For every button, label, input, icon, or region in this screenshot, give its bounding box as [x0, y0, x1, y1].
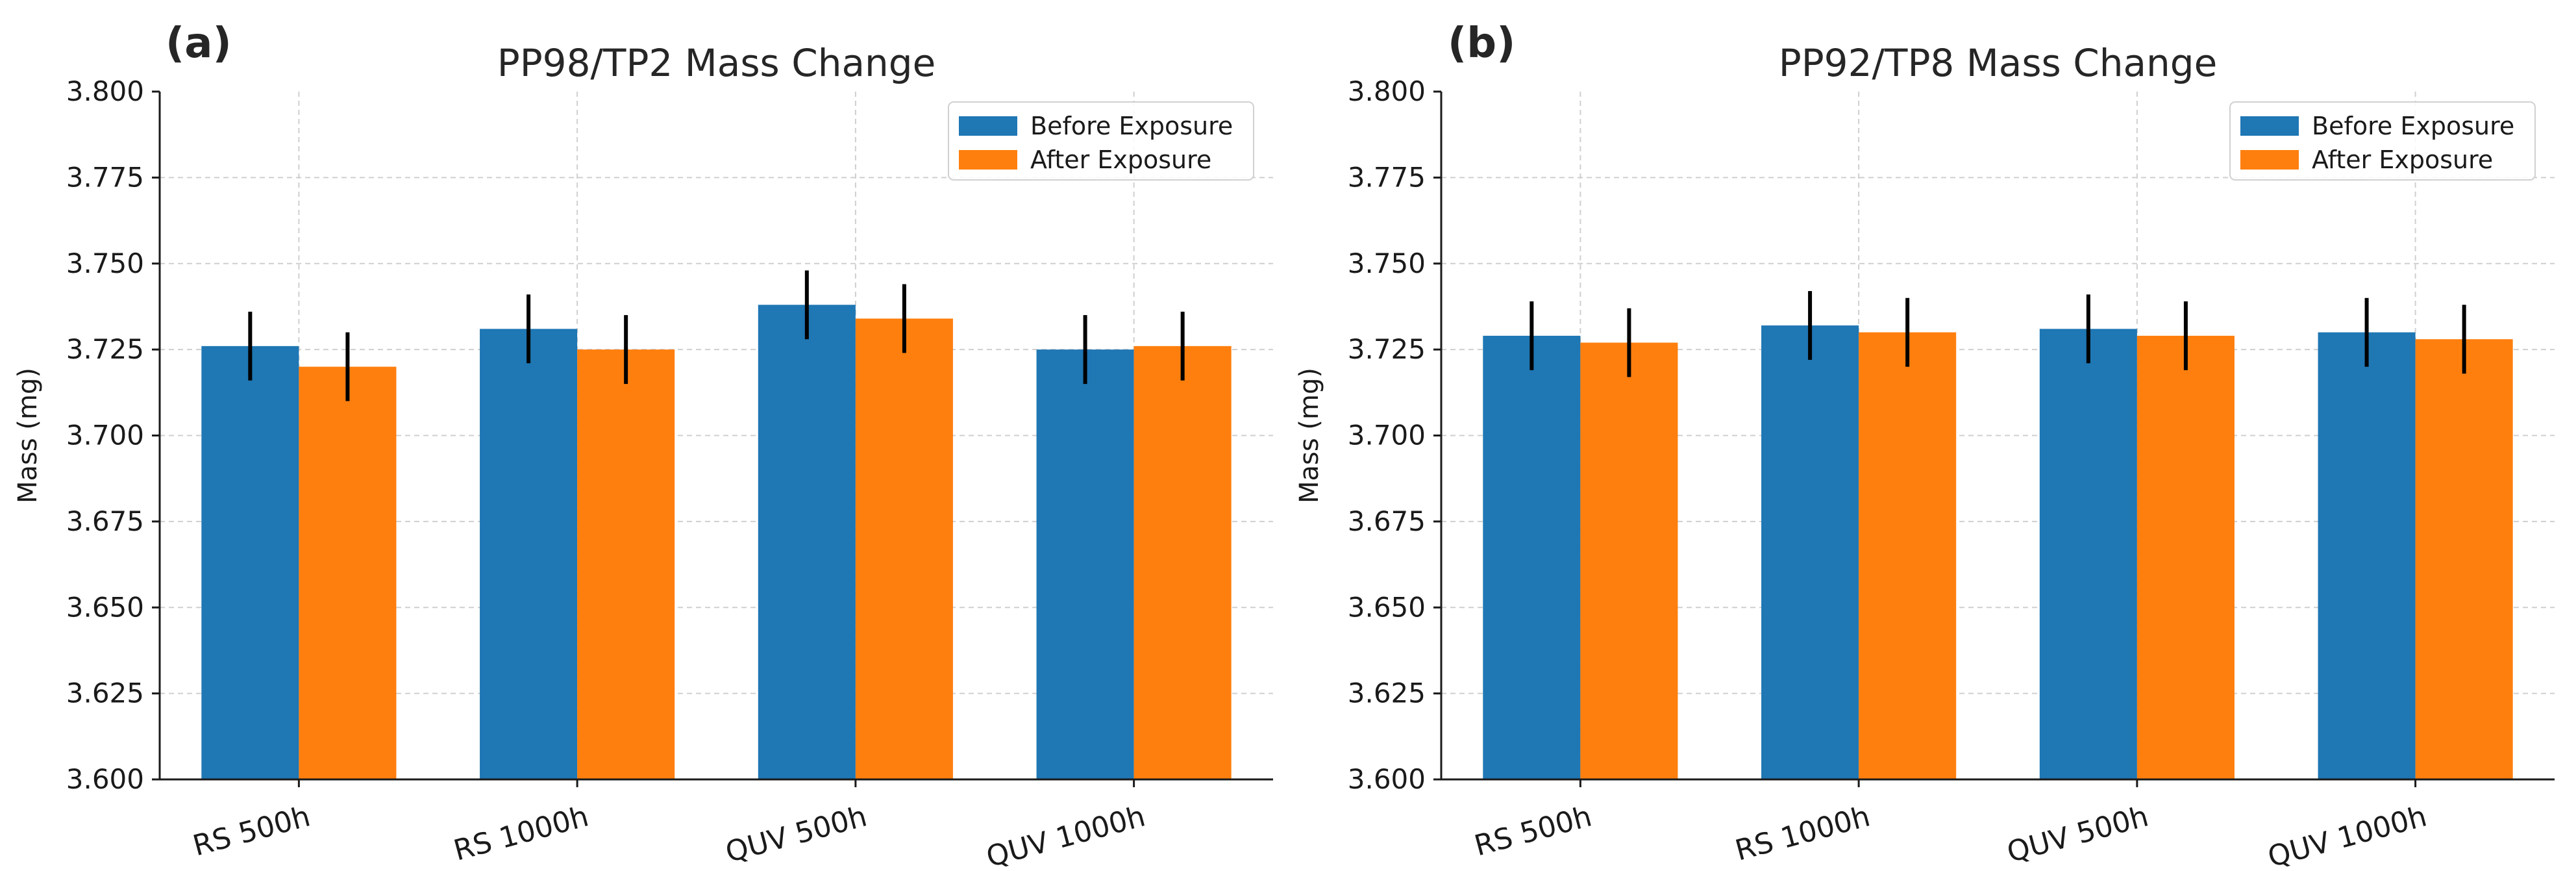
x-tick-label: QUV 500h: [2003, 800, 2151, 869]
y-tick-label: 3.650: [1348, 591, 1426, 623]
y-tick-label: 3.775: [1348, 161, 1426, 193]
y-tick-label: 3.725: [1348, 333, 1426, 365]
panel-label: (a): [166, 19, 232, 68]
x-tick-label: RS 500h: [1471, 800, 1595, 863]
legend: Before Exposure After Exposure: [2229, 101, 2536, 181]
bar-before-exposure-rs-1000h: [480, 329, 578, 780]
y-tick-label: 3.625: [1348, 677, 1426, 709]
y-tick-label: 3.700: [1348, 420, 1426, 451]
y-tick-label: 3.600: [1348, 763, 1426, 795]
legend: Before Exposure After Exposure: [948, 101, 1254, 181]
y-tick-label: 3.675: [66, 505, 144, 537]
bar-after-exposure-rs-1000h: [1859, 332, 1957, 779]
panel-label: (b): [1448, 19, 1515, 68]
bar-before-exposure-rs-500h: [201, 346, 299, 779]
y-axis-label: Mass (mg): [13, 368, 43, 503]
y-tick-label: 3.775: [66, 161, 144, 193]
bar-after-exposure-quv-1000h: [2415, 339, 2513, 779]
y-tick-label: 3.750: [1348, 247, 1426, 279]
bar-before-exposure-rs-500h: [1483, 335, 1581, 779]
legend-swatch-before-exposure: [2240, 116, 2299, 136]
legend-box: [2229, 101, 2536, 181]
legend-swatch-after-exposure: [2240, 150, 2299, 170]
y-tick-label: 3.675: [1348, 505, 1426, 537]
x-tick-label: RS 500h: [190, 800, 314, 863]
y-tick-label: 3.650: [66, 591, 144, 623]
legend-swatch-before-exposure: [959, 116, 1017, 136]
x-tick-label: QUV 500h: [722, 800, 870, 869]
bar-after-exposure-rs-500h: [1580, 342, 1678, 779]
legend-entry: Before Exposure: [1030, 112, 1233, 140]
bar-before-exposure-quv-500h: [758, 305, 856, 779]
x-tick-label: RS 1000h: [451, 800, 592, 867]
y-tick-label: 3.625: [66, 677, 144, 709]
chart-title: PP92/TP8 Mass Change: [1779, 41, 2218, 85]
bar-after-exposure-quv-1000h: [1133, 346, 1232, 779]
bar-before-exposure-quv-1000h: [1036, 349, 1134, 779]
bar-after-exposure-rs-1000h: [577, 349, 675, 779]
legend-entry: After Exposure: [1030, 145, 1211, 174]
x-tick-label: QUV 1000h: [2264, 800, 2430, 871]
bar-after-exposure-quv-500h: [855, 318, 953, 780]
y-axis-label: Mass (mg): [1294, 368, 1324, 503]
y-tick-label: 3.700: [66, 420, 144, 451]
bar-before-exposure-quv-1000h: [2318, 332, 2416, 779]
chart-panel-a: 3.600 3.625 3.650 3.675 3.700 3.725 3.750 3.775…: [13, 19, 1273, 871]
y-tick-label: 3.600: [66, 763, 144, 795]
y-tick-label: 3.750: [66, 247, 144, 279]
x-tick-label: RS 1000h: [1732, 800, 1874, 867]
legend-swatch-after-exposure: [959, 150, 1017, 170]
chart-title: PP98/TP2 Mass Change: [497, 41, 936, 85]
legend-box: [948, 101, 1254, 181]
x-tick-label: QUV 1000h: [983, 800, 1148, 871]
bar-after-exposure-rs-500h: [299, 366, 397, 779]
legend-entry: Before Exposure: [2312, 112, 2514, 140]
bar-before-exposure-quv-500h: [2039, 329, 2137, 780]
y-tick-label: 3.800: [1348, 75, 1426, 107]
y-tick-label: 3.725: [66, 333, 144, 365]
chart-panel-b: 3.600 3.625 3.650 3.675 3.700 3.725 3.750 3.775…: [1294, 19, 2555, 871]
bar-before-exposure-rs-1000h: [1761, 325, 1859, 779]
legend-entry: After Exposure: [2312, 145, 2493, 174]
bar-after-exposure-quv-500h: [2136, 335, 2235, 779]
y-tick-label: 3.800: [66, 75, 144, 107]
